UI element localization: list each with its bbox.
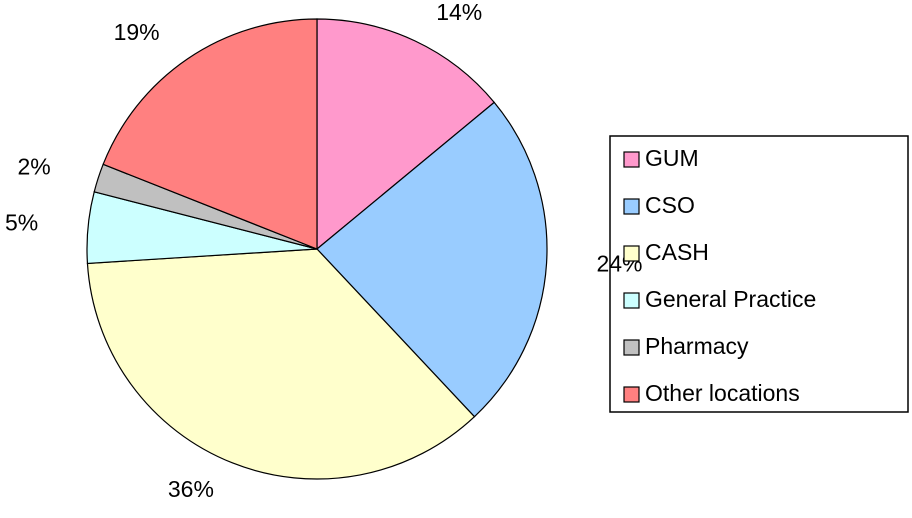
legend-swatch [623, 339, 640, 356]
legend-swatch [623, 198, 640, 215]
pie-slice [316, 18, 496, 251]
data-label: 5% [5, 210, 38, 236]
data-label: 14% [436, 0, 482, 25]
legend-label: Other locations [645, 380, 800, 406]
legend-label: CASH [645, 239, 709, 265]
legend-label: CSO [645, 192, 695, 218]
legend-swatch [623, 386, 640, 403]
legend-swatch [623, 151, 640, 168]
legend-swatch [623, 245, 640, 262]
legend-swatch [623, 292, 640, 309]
data-label: 2% [17, 154, 50, 180]
pie-slice [86, 248, 476, 480]
data-label: 19% [114, 19, 160, 45]
legend-box [609, 135, 909, 413]
data-label: 36% [168, 476, 214, 502]
legend-label: GUM [645, 145, 699, 171]
legend-label: General Practice [645, 286, 816, 312]
pie-slice [316, 101, 548, 418]
pie-slice [102, 18, 318, 250]
legend-label: Pharmacy [645, 333, 749, 359]
